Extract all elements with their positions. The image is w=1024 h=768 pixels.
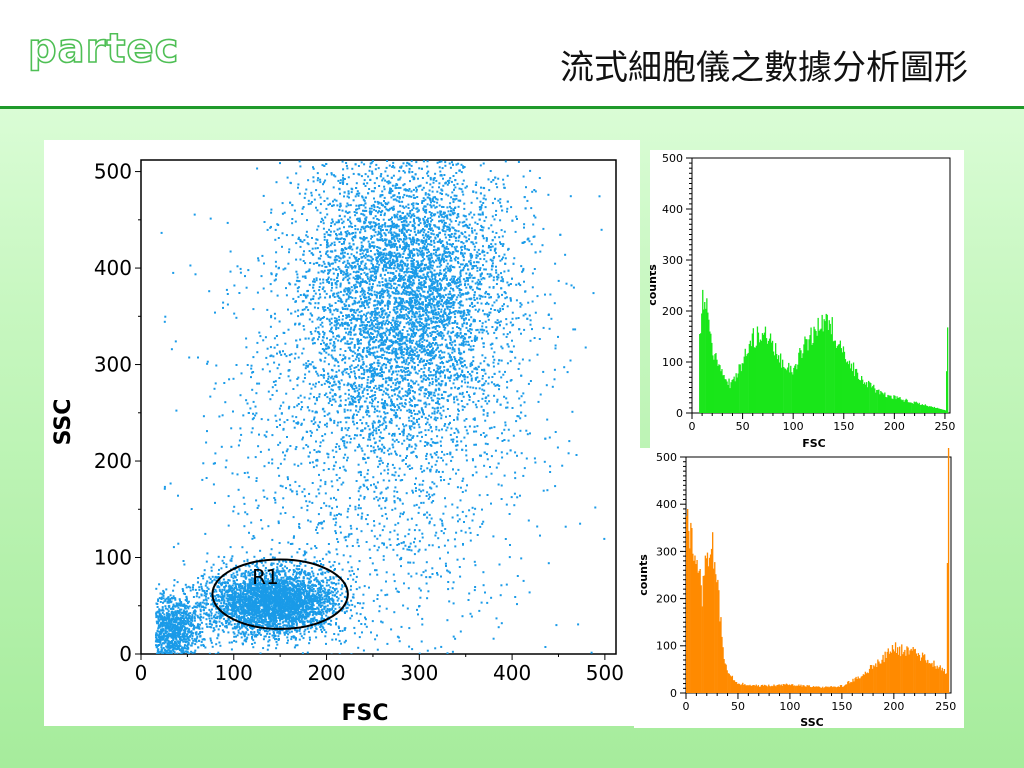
histogram-axes: 0 50 100 150 200 250 0 100 200 300 400 500 [662, 152, 955, 433]
x-tick-label: 100 [779, 700, 800, 713]
x-tick-label: 500 [586, 661, 624, 685]
y-tick-label: 0 [676, 407, 683, 420]
x-tick-label: 0 [689, 420, 696, 433]
gate-r1-label: R1 [252, 565, 279, 589]
plot-frame [140, 159, 617, 655]
ssc-histogram-panel: 0 50 100 150 200 250 0 100 200 300 400 500 SSC coun… [634, 448, 964, 728]
scatter-points [154, 160, 606, 654]
x-tick-label: 50 [731, 700, 745, 713]
y-axis-label: counts [650, 264, 659, 306]
fsc-histogram-panel: 0 50 100 150 200 250 0 100 200 300 400 500 FSC coun… [650, 150, 964, 448]
y-axis-label: SSC [51, 399, 76, 446]
y-tick-label: 0 [119, 642, 132, 666]
y-tick-label: 400 [662, 203, 683, 216]
x-tick-label: 150 [833, 420, 854, 433]
y-tick-label: 400 [94, 256, 132, 280]
x-tick-label: 100 [783, 420, 804, 433]
header-divider [0, 106, 1024, 109]
y-tick-label: 500 [94, 160, 132, 184]
scatter-plot-panel: R1 0 100 200 300 400 500 0 100 200 300 400 500 FSC … [44, 140, 640, 726]
x-tick-label: 0 [135, 661, 148, 685]
x-tick-label: 50 [736, 420, 750, 433]
y-tick-label: 100 [656, 640, 677, 653]
y-tick-label: 200 [662, 305, 683, 318]
y-tick-label: 300 [656, 545, 677, 558]
x-tick-label: 400 [493, 661, 531, 685]
y-tick-label: 500 [662, 152, 683, 165]
x-axis-label: SSC [800, 716, 823, 728]
y-tick-label: 200 [656, 592, 677, 605]
histogram-area [699, 289, 949, 413]
y-tick-label: 500 [656, 451, 677, 464]
x-tick-label: 300 [400, 661, 438, 685]
y-axis-label: counts [637, 554, 650, 596]
brand-logo: partec [27, 25, 180, 73]
x-tick-label: 100 [215, 661, 253, 685]
histogram-area [685, 448, 950, 693]
x-tick-label: 150 [831, 700, 852, 713]
x-tick-label: 250 [935, 700, 956, 713]
y-tick-label: 100 [94, 546, 132, 570]
gate-r1-outline [211, 558, 349, 630]
x-tick-label: 200 [307, 661, 345, 685]
slide-title: 流式細胞儀之數據分析圖形 [560, 48, 968, 88]
histogram-axes: 0 50 100 150 200 250 0 100 200 300 400 500 [656, 451, 956, 713]
x-tick-label: 200 [884, 420, 905, 433]
y-tick-label: 200 [94, 449, 132, 473]
scatter-axes: 0 100 200 300 400 500 0 100 200 300 400 500 [94, 160, 624, 685]
y-tick-label: 300 [94, 353, 132, 377]
y-tick-label: 0 [670, 687, 677, 700]
x-tick-label: 200 [883, 700, 904, 713]
y-tick-label: 400 [656, 498, 677, 511]
x-tick-label: 250 [934, 420, 955, 433]
x-tick-label: 0 [683, 700, 690, 713]
gate-region: R1 [211, 558, 349, 630]
y-tick-label: 100 [662, 356, 683, 369]
x-axis-label: FSC [341, 701, 388, 726]
fsc-histogram: 0 50 100 150 200 250 0 100 200 300 400 500 FSC coun… [650, 152, 955, 448]
slide-header: partec 流式細胞儀之數據分析圖形 [0, 0, 1024, 108]
y-tick-label: 300 [662, 254, 683, 267]
ssc-histogram: 0 50 100 150 200 250 0 100 200 300 400 500 SSC coun… [637, 448, 956, 728]
x-axis-label: FSC [802, 437, 826, 448]
